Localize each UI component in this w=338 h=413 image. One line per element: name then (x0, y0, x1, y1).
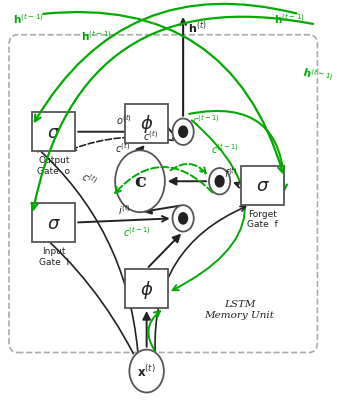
Text: $c^{(t-1)}$: $c^{(t-1)}$ (192, 113, 220, 127)
Circle shape (129, 350, 164, 392)
Circle shape (172, 206, 194, 232)
Circle shape (178, 126, 188, 139)
Text: $c^{(t-1)}$: $c^{(t-1)}$ (211, 142, 239, 156)
FancyBboxPatch shape (125, 269, 168, 309)
Text: $\phi$: $\phi$ (140, 278, 153, 300)
Text: $\phi$: $\phi$ (140, 113, 153, 135)
Text: LSTM
Memory Unit: LSTM Memory Unit (204, 300, 274, 319)
Text: $\mathbf{h}^{(t-1)}$: $\mathbf{h}^{(t-1)}$ (274, 12, 305, 26)
Text: $c^{(t-1)}$: $c^{(t-1)}$ (123, 224, 151, 238)
FancyBboxPatch shape (32, 204, 75, 242)
Text: Output
Gate  o: Output Gate o (37, 156, 70, 176)
Text: $i^{(t)}$: $i^{(t)}$ (118, 203, 130, 217)
Text: $\mathbf{h}^{(t-1)}$: $\mathbf{h}^{(t-1)}$ (81, 29, 112, 43)
Text: Input
Gate  i: Input Gate i (39, 247, 69, 266)
Text: $o^{(t)}$: $o^{(t)}$ (116, 112, 132, 126)
Circle shape (172, 119, 194, 145)
Text: $c^{(t)}$: $c^{(t)}$ (115, 140, 130, 154)
Text: $\mathbf{h}^{(t-1)}$: $\mathbf{h}^{(t-1)}$ (14, 12, 44, 26)
Circle shape (209, 169, 230, 195)
Text: $f^{(t)}$: $f^{(t)}$ (224, 166, 238, 180)
Text: $\sigma$: $\sigma$ (47, 214, 61, 232)
FancyBboxPatch shape (9, 36, 317, 353)
Text: $\sigma$: $\sigma$ (256, 177, 270, 195)
Text: $\sigma$: $\sigma$ (47, 123, 61, 141)
Circle shape (215, 176, 225, 188)
Circle shape (115, 151, 165, 213)
Text: $\mathbf{h}^{(t)}$: $\mathbf{h}^{(t)}$ (188, 19, 207, 36)
FancyBboxPatch shape (125, 104, 168, 144)
Text: $c^{(t)}$: $c^{(t)}$ (143, 129, 159, 143)
Circle shape (178, 213, 188, 225)
FancyBboxPatch shape (241, 166, 284, 206)
FancyBboxPatch shape (32, 113, 75, 152)
Text: $c^{(t)}$: $c^{(t)}$ (79, 169, 99, 188)
Text: $\mathbf{x}^{(t)}$: $\mathbf{x}^{(t)}$ (137, 363, 156, 379)
Text: c: c (134, 173, 146, 191)
Text: Forget
Gate  f: Forget Gate f (247, 209, 278, 229)
Text: $\mathbf{h}^{(t-1)}$: $\mathbf{h}^{(t-1)}$ (301, 64, 334, 85)
